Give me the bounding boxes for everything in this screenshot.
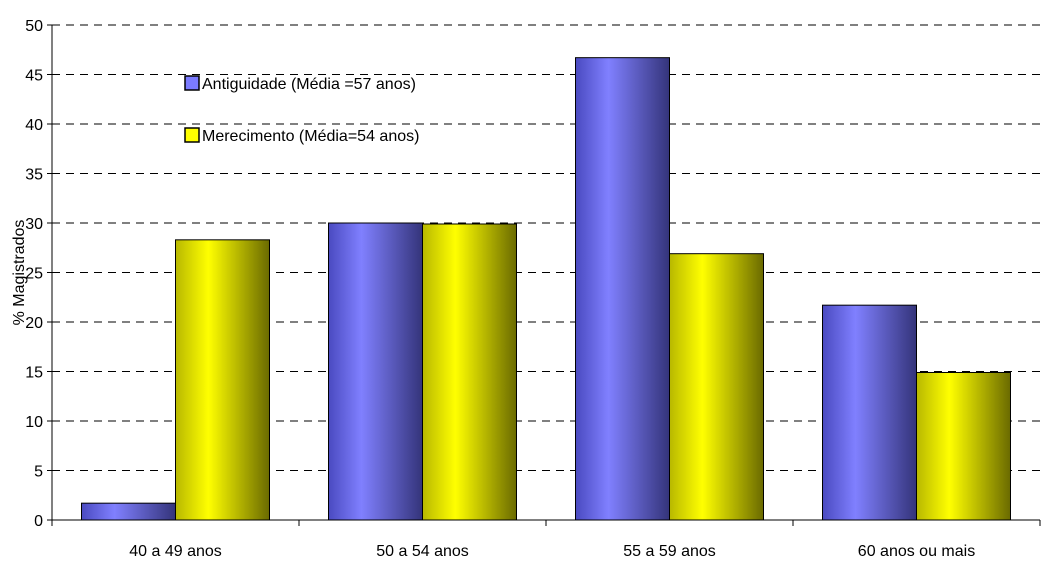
tick-labels: 0 5 10 15 20 25 30 35 40 45 50 40 a 49 anos 50 a 54 …: [25, 18, 975, 560]
y-tick-label: 5: [34, 464, 43, 481]
legend-label-0: Antiguidade (Média =57 anos): [202, 76, 416, 93]
y-tick-label: 15: [25, 365, 43, 382]
axes: [47, 24, 1041, 526]
x-tick-label: 50 a 54 anos: [376, 543, 469, 560]
y-tick-label: 40: [25, 117, 43, 134]
x-tick-label: 55 a 59 anos: [623, 543, 716, 560]
legend-swatch-1: [184, 127, 200, 143]
x-tick-label: 40 a 49 anos: [129, 543, 222, 560]
bar-s0-3: [822, 304, 917, 521]
y-tick-label: 20: [25, 315, 43, 332]
legend-swatch-0: [184, 75, 200, 91]
y-axis-title: % Magistrados: [11, 220, 28, 326]
bar-s0-2: [575, 57, 670, 521]
bar-s1-1: [422, 223, 517, 521]
bar-s1-3: [916, 371, 1011, 521]
bar-s0-0: [81, 502, 176, 521]
y-tick-label: 45: [25, 68, 43, 85]
y-tick-label: 35: [25, 167, 43, 184]
y-tick-label: 30: [25, 216, 43, 233]
y-tick-label: 25: [25, 266, 43, 283]
legend-label-1: Merecimento (Média=54 anos): [202, 128, 419, 145]
legend: Antiguidade (Média =57 anos) Merecimento …: [184, 75, 419, 145]
bar-s0-1: [328, 222, 423, 521]
y-tick-label: 50: [25, 18, 43, 35]
gridlines: [52, 24, 1040, 471]
x-tick-label: 60 anos ou mais: [858, 543, 975, 560]
y-tick-label: 0: [34, 513, 43, 530]
bars: [81, 57, 1011, 521]
bar-s1-0: [175, 239, 270, 521]
y-tick-label: 10: [25, 414, 43, 431]
bar-s1-2: [669, 253, 764, 521]
